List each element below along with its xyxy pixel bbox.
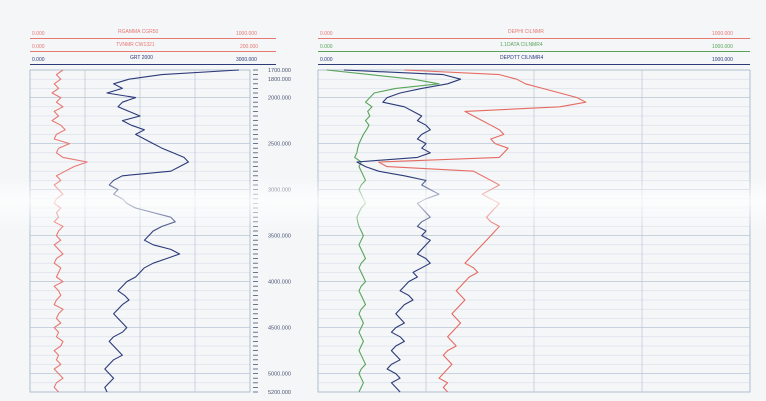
depth-label: 4500.000 [268, 326, 291, 332]
curve-dephi-cilnmr [377, 69, 587, 393]
depth-label: 2000.000 [268, 96, 291, 102]
depth-label: 5200.000 [268, 390, 291, 396]
grid [29, 69, 751, 393]
depth-label: 1800.000 [268, 77, 291, 83]
depth-label: 3500.000 [268, 234, 291, 240]
curve-rgamma-cgr50 [51, 69, 88, 393]
depth-label: 3000.000 [268, 188, 291, 194]
depth-label: 5000.000 [268, 372, 291, 378]
depth-track: 1700.000 1800.000 2000.000 2500.000 3000.000… [253, 68, 291, 396]
curves [51, 69, 587, 393]
curve-grt-2000 [104, 69, 240, 393]
depth-label: 1700.000 [268, 68, 291, 74]
depth-label: 4000.000 [268, 280, 291, 286]
depth-label: 2500.000 [268, 142, 291, 148]
curve-1-1data-cilnmr4 [326, 69, 440, 393]
